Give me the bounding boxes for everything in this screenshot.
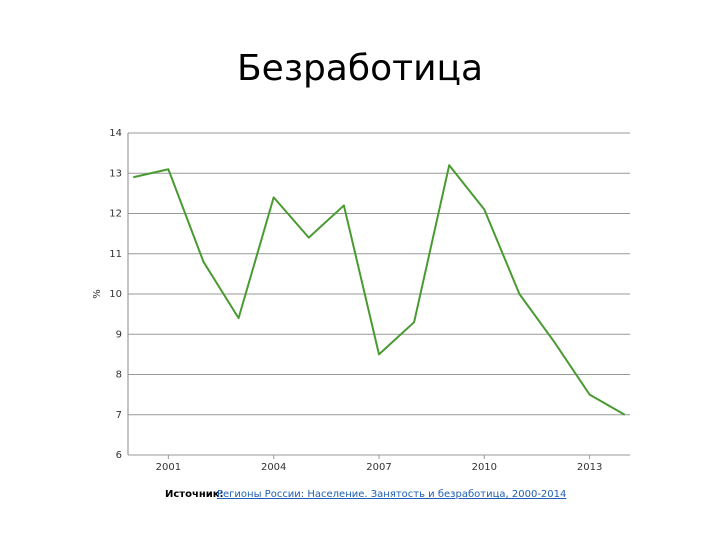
y-axis-label: % (92, 289, 103, 299)
y-tick-label: 13 (109, 168, 122, 179)
y-tick-label: 11 (109, 249, 122, 260)
x-tick-label: 2013 (577, 462, 602, 473)
x-tick-label: 2001 (156, 462, 181, 473)
source-link[interactable]: Регионы России: Население. Занятость и б… (217, 489, 566, 500)
y-tick-label: 12 (109, 209, 122, 220)
y-tick-label: 6 (116, 450, 122, 461)
y-tick-label: 8 (116, 370, 122, 381)
source-label: Источник: (165, 489, 224, 500)
x-tick-label: 2010 (472, 462, 497, 473)
x-tick-label: 2004 (261, 462, 286, 473)
line (133, 164, 626, 416)
chart-title: Безработица (237, 48, 483, 89)
y-tick-label: 10 (109, 289, 122, 300)
y-tick-label: 9 (116, 329, 122, 340)
y-tick-label: 7 (116, 410, 122, 421)
x-tick-label: 2007 (366, 462, 391, 473)
y-tick-label: 14 (109, 128, 122, 139)
